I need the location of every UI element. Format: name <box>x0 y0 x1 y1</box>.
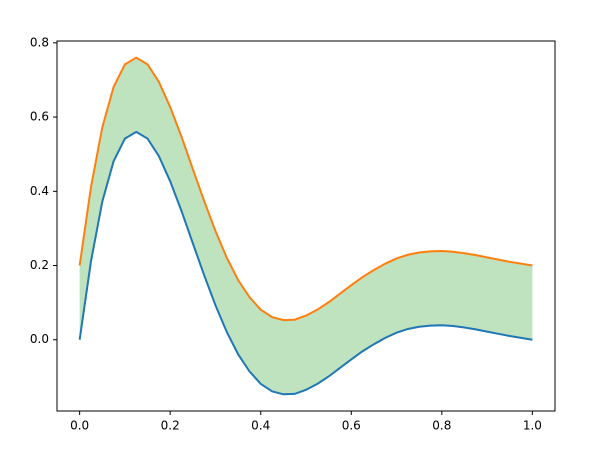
x-tick-label: 1.0 <box>523 419 542 433</box>
x-tick-label: 0.6 <box>342 419 361 433</box>
x-tick-label: 0.8 <box>432 419 451 433</box>
line <box>78 130 533 396</box>
x-tick-label: 0.2 <box>161 419 180 433</box>
y-tick-label: 0.4 <box>30 184 49 198</box>
y-tick-label: 0.2 <box>30 258 49 272</box>
line <box>78 56 533 322</box>
y-tick-label: 0.6 <box>30 110 49 124</box>
fill-between <box>79 57 533 395</box>
y-tick-label: 0.0 <box>30 332 49 346</box>
x-tick-label: 0.0 <box>70 419 89 433</box>
x-tick-label: 0.4 <box>251 419 270 433</box>
y-tick-label: 0.8 <box>30 35 49 49</box>
plot-frame <box>56 40 556 412</box>
